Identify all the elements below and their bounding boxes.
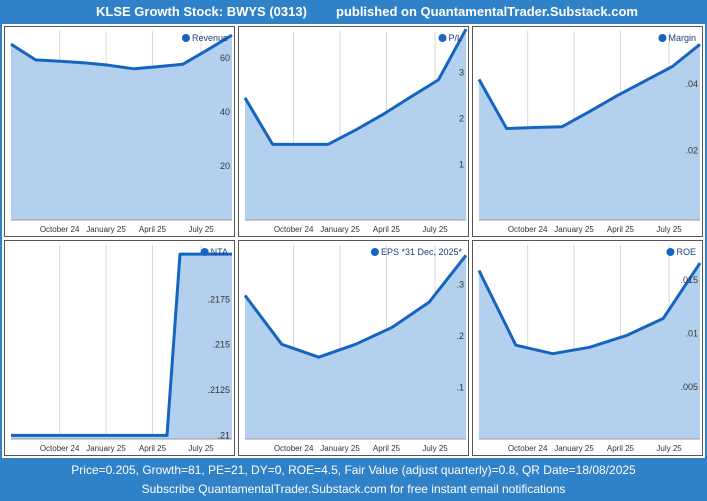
legend-label: Margin <box>668 33 696 43</box>
y-tick-label: .01 <box>685 328 698 338</box>
legend-dot-icon <box>658 34 667 42</box>
series-area <box>245 255 466 439</box>
x-tick-label: October 24 <box>40 225 80 234</box>
header-title: KLSE Growth Stock: BWYS (0313) <box>96 4 307 19</box>
x-tick-label: October 24 <box>40 444 80 453</box>
legend-dot-icon <box>666 248 675 256</box>
x-tick-label: April 25 <box>607 444 635 453</box>
x-tick-label: October 24 <box>274 444 314 453</box>
x-tick-label: April 25 <box>139 444 167 453</box>
x-tick-label: April 25 <box>139 225 167 234</box>
y-tick-label: .2 <box>456 331 464 341</box>
y-tick-label: 2 <box>459 114 464 124</box>
series-area <box>11 254 232 439</box>
legend-label: Revenue <box>192 33 228 43</box>
chart-eps: .1 .2 .3 October 24 January 25 April 25 July 2… <box>243 245 468 453</box>
chart-nta: .21 .2125 .215 .2175 October 24 January 25 Apr… <box>10 245 233 453</box>
footer-stats: Price=0.205, Growth=81, PE=21, DY=0, ROE… <box>71 463 636 477</box>
y-tick-label: .005 <box>680 382 698 392</box>
header-published: published on QuantamentalTrader.Substack… <box>336 4 638 19</box>
y-tick-label: .04 <box>685 79 698 89</box>
chart-revenue: 20 40 60 October 24 January 25 April 25 July 2… <box>10 31 233 234</box>
legend-label: P/L <box>448 33 462 43</box>
x-tick-label: April 25 <box>607 225 635 234</box>
x-tick-label: October 24 <box>508 444 548 453</box>
x-tick-label: July 25 <box>422 225 448 234</box>
x-tick-label: January 25 <box>320 225 360 234</box>
legend-label: NTA <box>211 247 228 257</box>
x-tick-label: January 25 <box>320 444 360 453</box>
y-tick-label: 20 <box>220 161 230 171</box>
chart-panel-eps: .1 .2 .3 October 24 January 25 April 25 July 2… <box>238 240 469 456</box>
series-area <box>479 44 700 220</box>
chart-pl: 1 2 3 October 24 January 25 April 25 July 25 P/… <box>243 28 468 234</box>
chart-panel-nta: .21 .2125 .215 .2175 October 24 January 25 Apr… <box>4 240 235 456</box>
x-tick-label: October 24 <box>274 225 314 234</box>
x-tick-label: July 25 <box>422 444 448 453</box>
legend-dot-icon <box>200 248 209 256</box>
x-tick-label: April 25 <box>373 444 401 453</box>
x-tick-label: July 25 <box>188 225 214 234</box>
x-tick-label: April 25 <box>373 225 401 234</box>
y-tick-label: 60 <box>220 53 230 63</box>
y-tick-label: .2125 <box>207 385 230 395</box>
series-area <box>245 29 466 221</box>
y-tick-label: .215 <box>212 340 230 350</box>
x-tick-label: October 24 <box>508 225 548 234</box>
chart-panel-pl: 1 2 3 October 24 January 25 April 25 July 25 P/… <box>238 26 469 237</box>
y-tick-label: .02 <box>685 145 698 155</box>
legend-dot-icon <box>370 248 379 256</box>
x-tick-label: July 25 <box>188 444 214 453</box>
y-tick-label: .3 <box>456 280 464 290</box>
chart-roe: .005 .01 .015 October 24 January 25 April 25 J… <box>477 245 702 453</box>
header: KLSE Growth Stock: BWYS (0313) published… <box>0 0 707 24</box>
y-tick-label: .2175 <box>207 294 230 304</box>
footer-subscribe: Subscribe QuantamentalTrader.Substack.co… <box>141 482 566 496</box>
series-line <box>10 33 233 71</box>
legend-dot-icon <box>181 34 190 42</box>
x-tick-label: January 25 <box>86 225 126 234</box>
legend-dot-icon <box>438 34 447 42</box>
x-tick-label: January 25 <box>554 225 594 234</box>
legend-label: EPS *31 Dec, 2025* <box>381 247 463 257</box>
y-tick-label: 1 <box>459 160 464 170</box>
series-line <box>11 252 232 437</box>
chart-panel-revenue: 20 40 60 October 24 January 25 April 25 July 2… <box>4 26 235 237</box>
x-tick-label: July 25 <box>656 225 682 234</box>
chart-panel-roe: .005 .01 .015 October 24 January 25 April 25 J… <box>472 240 703 456</box>
chart-grid: 20 40 60 October 24 January 25 April 25 July 2… <box>2 24 705 458</box>
x-tick-label: January 25 <box>86 444 126 453</box>
chart-panel-margin: .02 .04 October 24 January 25 April 25 July 2… <box>472 26 703 237</box>
x-tick-label: July 25 <box>656 444 682 453</box>
legend-label: ROE <box>676 247 696 257</box>
y-tick-label: 40 <box>220 107 230 117</box>
x-tick-label: January 25 <box>554 444 594 453</box>
y-tick-label: .1 <box>456 383 464 393</box>
series-area <box>479 263 700 439</box>
y-tick-label: .015 <box>680 275 698 285</box>
chart-margin: .02 .04 October 24 January 25 April 25 July 2… <box>477 31 701 234</box>
y-tick-label: 3 <box>459 67 464 77</box>
y-tick-label: .21 <box>217 430 230 440</box>
series-area <box>11 35 232 220</box>
